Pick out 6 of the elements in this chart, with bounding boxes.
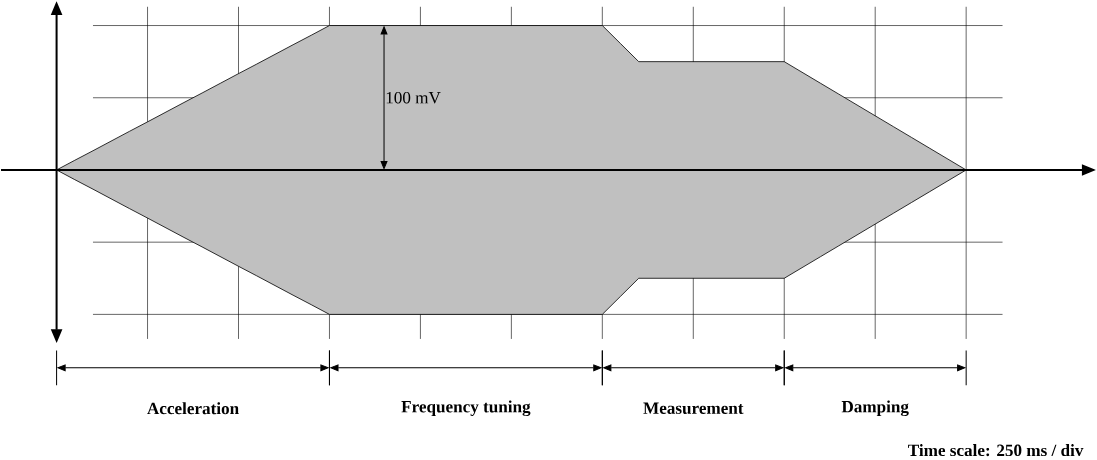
text: Acceleration — [147, 402, 239, 415]
text: Time scale: 250 ms / div — [908, 444, 1084, 457]
text: Frequency tuning — [401, 400, 531, 417]
text: Measurement — [643, 402, 744, 415]
text: Damping — [841, 400, 909, 417]
annotation: 100 mV — [386, 92, 441, 104]
